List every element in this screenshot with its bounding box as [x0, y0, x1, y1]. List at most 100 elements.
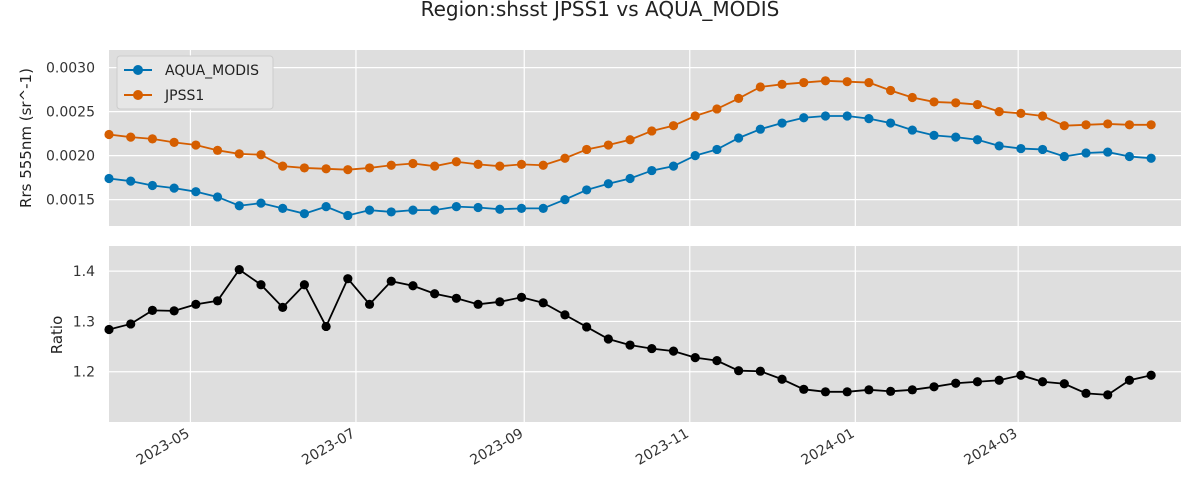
top-data-point [1037, 144, 1048, 155]
top-data-point [212, 192, 223, 202]
bottom-data-point [191, 299, 201, 309]
top-data-point [386, 160, 396, 170]
bottom-data-point [212, 296, 223, 306]
bottom-data-point [690, 353, 700, 363]
top-data-point [734, 93, 744, 103]
bottom-data-point [560, 310, 570, 320]
top-data-point [820, 111, 831, 121]
top-data-point [256, 198, 266, 208]
bottom-plot-area [109, 246, 1181, 422]
top-data-point [712, 104, 722, 114]
bottom-y-tick-label: 1.3 [73, 314, 95, 330]
bottom-data-point [712, 356, 722, 366]
bottom-data-point [907, 385, 917, 395]
bottom-data-point [668, 346, 679, 356]
top-data-point [907, 92, 917, 103]
top-data-point [126, 176, 136, 186]
top-data-point [1059, 151, 1069, 162]
bottom-data-point [755, 366, 765, 376]
top-data-point [1124, 120, 1135, 130]
bottom-y-ticks: 1.2 1.3 1.4 [73, 264, 95, 381]
bottom-grid [109, 246, 1181, 422]
top-data-point [1016, 143, 1026, 154]
top-data-point [755, 124, 765, 134]
bottom-data-point [278, 302, 288, 312]
top-data-point [278, 161, 288, 171]
top-data-point [299, 209, 310, 219]
top-data-point [560, 153, 570, 163]
top-data-point [473, 202, 483, 213]
bottom-data-point [1016, 370, 1026, 380]
bottom-data-point [734, 366, 744, 376]
top-data-point [972, 135, 983, 145]
bottom-y-axis-label: Ratio [48, 316, 66, 355]
top-data-point [799, 77, 809, 88]
top-data-point [582, 185, 592, 195]
top-data-point [386, 207, 396, 217]
top-data-point [734, 133, 744, 143]
bottom-data-point [994, 375, 1004, 385]
top-data-point [603, 179, 613, 189]
top-data-point [256, 150, 266, 160]
top-data-point [343, 165, 353, 175]
top-data-point [1059, 121, 1069, 131]
top-data-point [191, 187, 201, 197]
bottom-y-tick-label: 1.2 [73, 365, 95, 381]
bottom-data-point [582, 322, 592, 332]
top-data-point [299, 163, 310, 173]
bottom-data-point [516, 292, 527, 302]
top-data-point [951, 98, 961, 108]
top-data-point [473, 159, 483, 169]
top-data-point [582, 144, 592, 155]
bottom-data-point [972, 377, 983, 387]
top-y-ticks: 0.0015 0.0020 0.0025 0.0030 [46, 61, 95, 209]
bottom-panel: 1.2 1.3 1.4 Ratio [48, 246, 1181, 422]
top-data-point [886, 85, 896, 96]
top-data-point [516, 203, 527, 213]
top-data-point [755, 82, 765, 92]
top-data-point [560, 195, 570, 205]
x-tick-label: 2023-09 [468, 426, 527, 469]
top-data-point [495, 204, 505, 214]
top-data-point [1103, 119, 1113, 129]
top-data-point [104, 173, 114, 184]
bottom-data-point [104, 324, 114, 335]
top-y-axis-label: Rrs 555nm (sr^-1) [17, 68, 35, 208]
top-data-point [1103, 147, 1113, 157]
top-data-point [1146, 120, 1156, 130]
top-data-point [430, 205, 440, 215]
top-data-point [408, 158, 418, 169]
top-data-point [668, 121, 679, 131]
bottom-y-tick-label: 1.4 [73, 264, 95, 280]
bottom-data-point [625, 340, 635, 350]
top-data-point [234, 201, 244, 211]
x-tick-label: 2024-01 [799, 426, 858, 469]
top-data-point [972, 99, 983, 110]
bottom-data-point [1059, 379, 1069, 389]
top-data-point [690, 151, 700, 161]
top-data-point [321, 164, 331, 174]
top-y-tick-label: 0.0020 [46, 149, 95, 165]
top-data-point [951, 132, 961, 142]
top-data-point [777, 118, 787, 128]
bottom-data-point [886, 386, 896, 396]
top-data-point [364, 163, 375, 173]
top-series [104, 76, 1156, 221]
legend: AQUA_MODIS JPSS1 [116, 55, 274, 110]
top-data-point [994, 141, 1004, 151]
top-data-point [212, 145, 223, 155]
bottom-data-point [234, 265, 244, 275]
bottom-data-point [777, 374, 787, 384]
bottom-data-point [864, 385, 874, 395]
top-y-tick-label: 0.0015 [46, 193, 95, 209]
legend-box [116, 55, 274, 110]
bottom-data-point [495, 297, 505, 307]
top-data-point [451, 202, 461, 212]
bottom-data-point [1124, 375, 1135, 385]
bottom-data-point [929, 382, 939, 392]
legend-label-aqua: AQUA_MODIS [165, 63, 259, 79]
top-data-point [886, 118, 896, 128]
x-tick-label: 2024-03 [962, 426, 1021, 469]
top-data-point [625, 173, 635, 184]
bottom-data-point [430, 289, 440, 299]
